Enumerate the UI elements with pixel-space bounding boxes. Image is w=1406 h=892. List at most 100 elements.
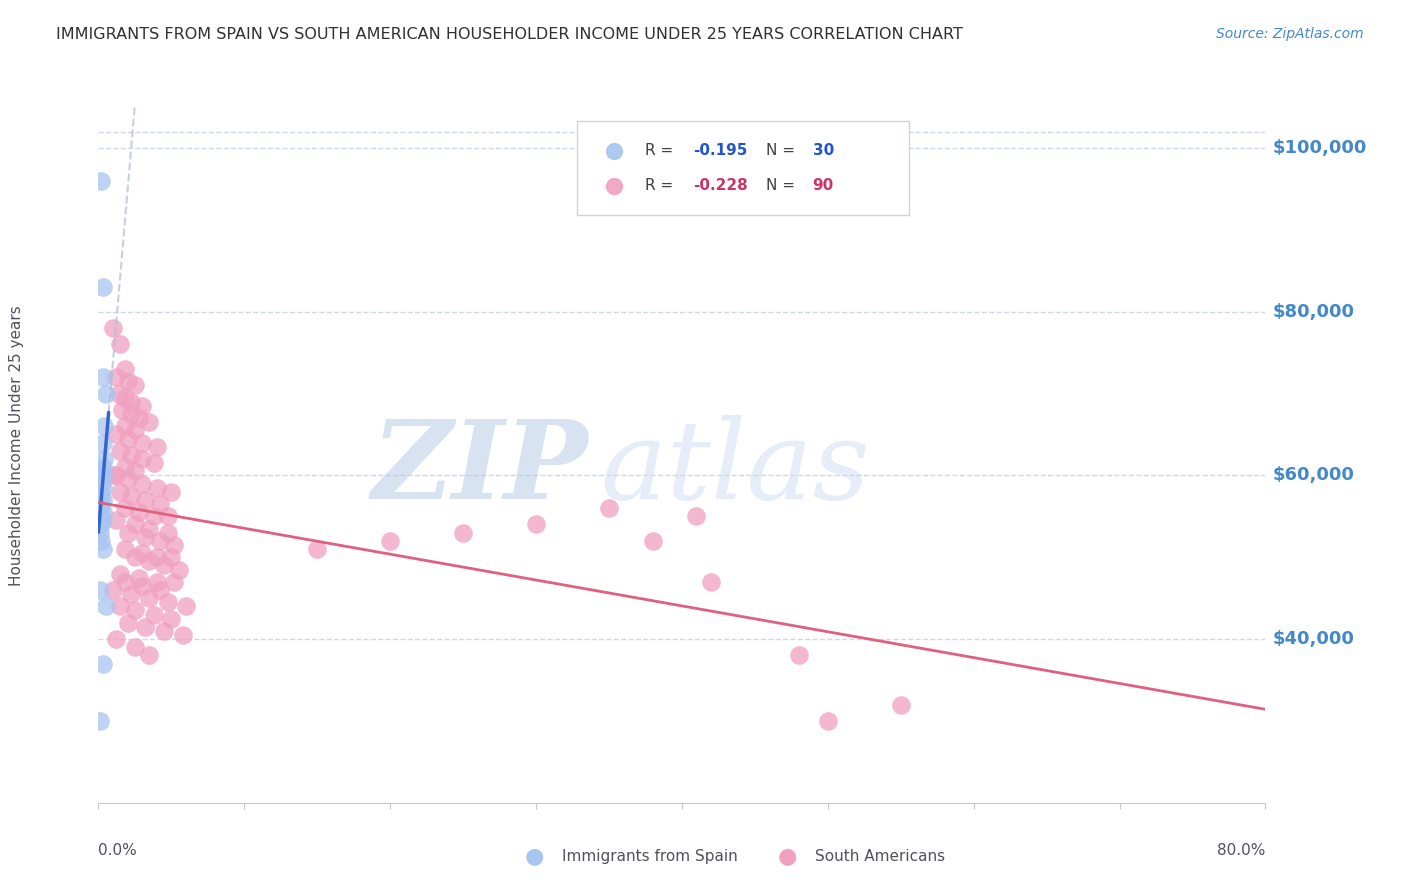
Text: Householder Income Under 25 years: Householder Income Under 25 years [10,306,24,586]
Point [104,468,127,483]
Point [117,374,139,388]
Text: R =: R = [644,144,678,159]
Point [91,280,114,294]
Text: IMMIGRANTS FROM SPAIN VS SOUTH AMERICAN HOUSEHOLDER INCOME UNDER 25 YEARS CORREL: IMMIGRANTS FROM SPAIN VS SOUTH AMERICAN … [56,27,963,42]
Text: 0.0%: 0.0% [98,843,138,858]
Point [131,476,153,491]
Text: 30: 30 [813,144,834,159]
Text: -0.195: -0.195 [693,144,748,159]
Point [90,476,112,491]
Point [131,435,153,450]
Point [817,714,839,728]
Point [153,624,176,638]
FancyBboxPatch shape [576,121,910,215]
Point [124,517,146,532]
Point [104,370,127,384]
Point [134,492,156,507]
Point [90,174,112,188]
Point [149,497,172,511]
Text: $40,000: $40,000 [1272,630,1354,648]
Point [111,403,134,417]
Point [114,419,136,434]
Point [91,435,114,450]
Point [90,489,112,503]
Point [101,468,124,483]
Point [91,468,114,483]
Point [120,407,142,421]
Point [114,362,136,376]
Point [124,550,146,565]
Point [142,509,165,524]
Point [138,591,160,606]
Point [90,473,112,487]
Point [104,632,127,646]
Point [172,628,194,642]
Point [104,427,127,442]
Point [160,484,183,499]
Point [110,443,132,458]
Point [124,603,146,617]
Point [91,513,114,527]
Point [163,538,186,552]
Point [124,464,146,478]
Text: $60,000: $60,000 [1272,467,1354,484]
Point [90,497,112,511]
Point [114,574,136,589]
Point [131,579,153,593]
Point [110,484,132,499]
Point [91,481,114,495]
Point [117,473,139,487]
Point [167,562,190,576]
Point [89,714,111,728]
Point [451,525,474,540]
Point [307,542,329,557]
Point [134,620,156,634]
Point [131,452,153,467]
Point [89,484,111,499]
Point [91,460,114,475]
Point [94,386,117,401]
Point [890,698,912,712]
Point [146,550,169,565]
Point [101,582,124,597]
Point [685,509,707,524]
Text: N =: N = [766,144,800,159]
Point [157,509,180,524]
Point [93,419,115,434]
Point [524,517,547,532]
Point [91,370,114,384]
Point [157,595,180,609]
Point [93,452,115,467]
Text: ●: ● [778,847,797,866]
Point [89,501,111,516]
Point [94,599,117,614]
Point [160,612,183,626]
Point [110,599,132,614]
Text: ●: ● [524,847,544,866]
Point [120,587,142,601]
Point [120,394,142,409]
Point [117,525,139,540]
Point [146,574,169,589]
Point [142,456,165,470]
Point [128,571,150,585]
Point [108,386,131,401]
Point [149,582,172,597]
Point [146,440,169,454]
Point [120,489,142,503]
Point [641,533,664,548]
Text: 90: 90 [813,178,834,194]
Point [700,574,723,589]
Point [146,481,169,495]
Point [110,566,132,581]
Point [91,542,114,557]
Point [120,448,142,462]
Point [149,533,172,548]
Point [114,460,136,475]
Point [128,411,150,425]
Point [138,415,160,429]
Point [163,574,186,589]
Point [90,517,112,532]
Point [124,378,146,392]
Point [91,657,114,671]
